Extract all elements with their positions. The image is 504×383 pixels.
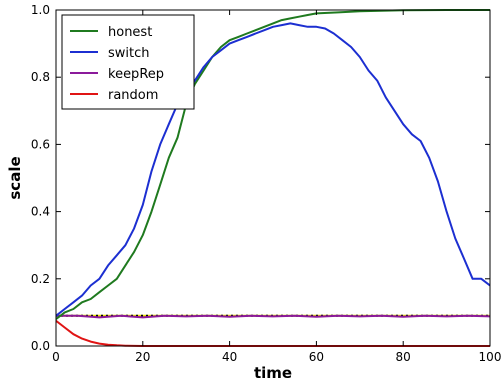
x-axis-label: time — [254, 364, 292, 382]
x-tick-label: 0 — [52, 350, 60, 364]
legend-label-keepRep: keepRep — [108, 67, 164, 82]
y-tick-label: 0.6 — [31, 137, 50, 151]
plot-frame — [55, 9, 491, 347]
legend-label-random: random — [108, 88, 158, 103]
x-tick-label: 60 — [309, 350, 324, 364]
x-tick-label: 100 — [479, 350, 502, 364]
y-tick-label: 1.0 — [31, 3, 50, 17]
legend-label-switch: switch — [108, 46, 150, 61]
tick-group: 0 20 40 60 80 100 0.0 0.2 0.4 0.6 0.8 1.0 — [31, 3, 502, 364]
y-tick-label: 0.8 — [31, 70, 50, 84]
series-line-switch — [56, 22, 490, 317]
series-line-keepRep — [56, 314, 490, 319]
y-tick-label: 0.4 — [31, 205, 50, 219]
legend-label-honest: honest — [108, 25, 152, 40]
axes — [55, 9, 491, 347]
x-tick-label: 80 — [396, 350, 411, 364]
x-tick-label: 40 — [222, 350, 237, 364]
y-axis-label: scale — [6, 156, 24, 199]
legend: honest switch keepRep random — [61, 14, 195, 110]
series-line-random — [56, 320, 490, 347]
y-tick-label: 0.2 — [31, 272, 50, 286]
x-tick-label: 20 — [135, 350, 150, 364]
y-tick-label: 0.0 — [31, 339, 50, 353]
